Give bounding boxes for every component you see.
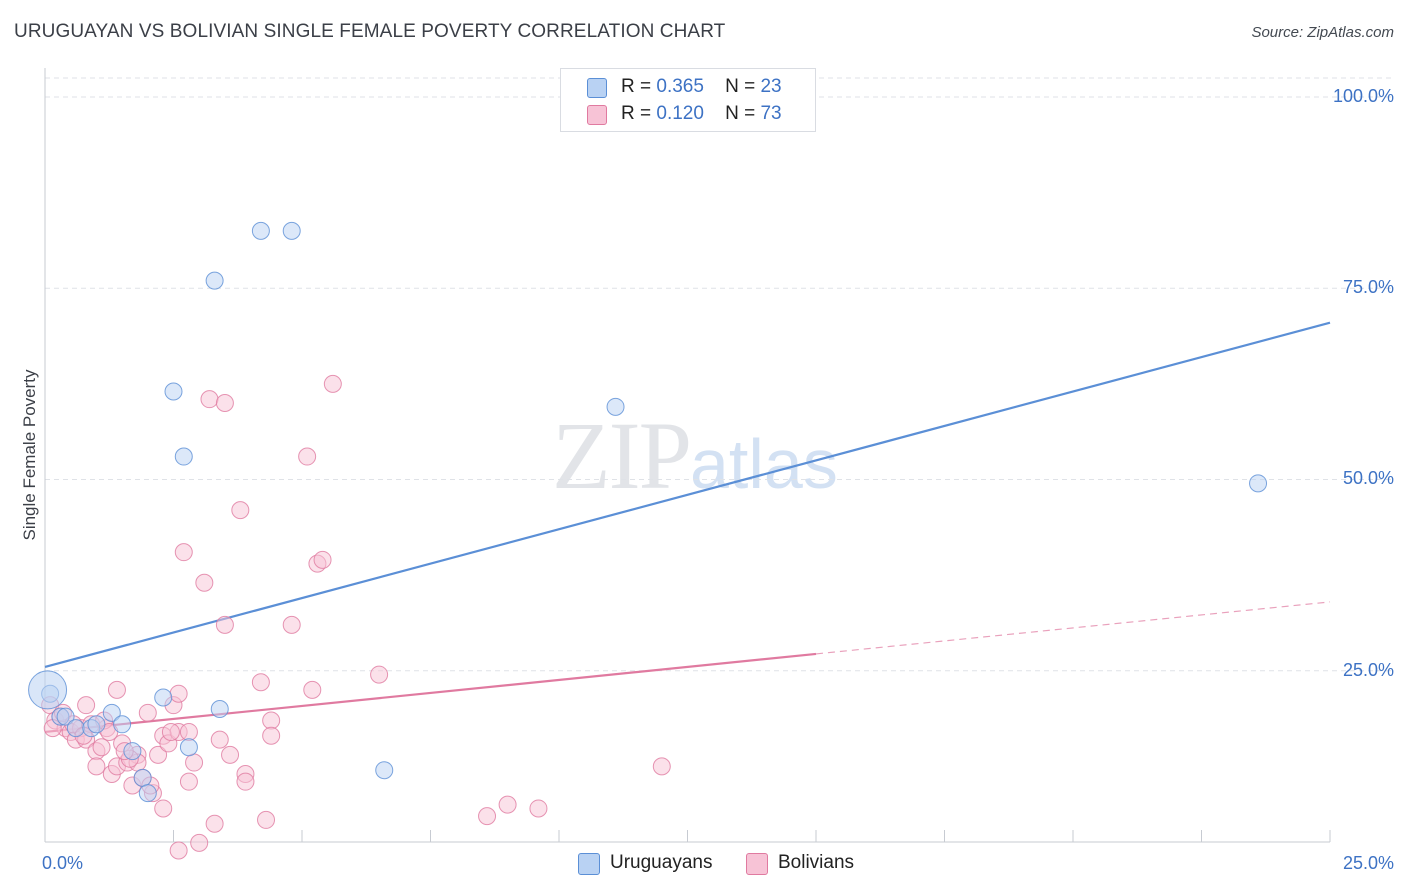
data-point-bolivians	[529, 799, 548, 818]
legend-n-label: N =	[725, 103, 756, 124]
legend-label-uruguayans: Uruguayans	[610, 852, 713, 873]
data-point-bolivians	[282, 615, 301, 634]
axes	[44, 68, 1331, 843]
x-tick-label-min: 0.0%	[42, 853, 84, 873]
data-point-bolivians	[138, 703, 157, 722]
data-point-bolivians	[161, 722, 180, 741]
data-point-bolivians	[92, 738, 111, 757]
data-point-uruguayans	[1249, 474, 1268, 493]
data-point-uruguayans	[251, 221, 270, 240]
legend-label-bolivians: Bolivians	[778, 852, 855, 873]
data-point-uruguayans	[123, 742, 142, 761]
data-point-bolivians	[251, 673, 270, 692]
data-point-bolivians	[154, 799, 173, 818]
correlation-legend: R = 0.365 N = 23 R = 0.120 N = 73	[560, 68, 816, 132]
legend-r-value: 0.365	[656, 76, 704, 97]
data-point-bolivians	[215, 394, 234, 412]
data-point-uruguayans	[102, 703, 121, 722]
data-point-bolivians	[313, 550, 332, 569]
data-point-uruguayans	[179, 738, 198, 757]
data-point-uruguayans	[66, 719, 85, 738]
data-point-bolivians	[205, 814, 224, 833]
data-point-uruguayans	[154, 688, 173, 707]
legend-swatch-uruguayans	[578, 853, 600, 875]
data-point-uruguayans	[174, 447, 193, 466]
legend-r-label: R =	[621, 103, 652, 124]
y-axis-label: Single Female Poverty	[20, 369, 39, 541]
legend-n-label: N =	[725, 76, 756, 97]
legend-swatch-bolivians	[746, 853, 768, 875]
trend-line-uruguayans	[44, 321, 1331, 668]
data-point-bolivians	[231, 501, 250, 520]
data-point-bolivians	[215, 615, 234, 634]
legend-r-value: 0.120	[656, 103, 704, 124]
data-point-bolivians	[195, 573, 214, 592]
legend-stats-uruguayans: R = 0.365 N = 23	[621, 76, 782, 98]
watermark-zip: ZIP	[552, 402, 692, 509]
trend-lines	[44, 321, 1331, 734]
data-point-bolivians	[652, 757, 671, 776]
data-point-bolivians	[174, 543, 193, 562]
data-point-bolivians	[179, 772, 198, 791]
legend-stats-bolivians: R = 0.120 N = 73	[621, 103, 782, 125]
y-tick-label-25: 25.0%	[1342, 660, 1394, 680]
legend-n-value: 73	[760, 103, 782, 124]
data-point-uruguayans	[56, 707, 75, 726]
data-point-bolivians	[200, 390, 219, 409]
data-point-bolivians	[149, 745, 168, 764]
trend-line-bolivians	[44, 652, 817, 734]
data-point-uruguayans	[205, 271, 224, 290]
data-point-bolivians	[498, 795, 517, 814]
data-point-uruguayans	[133, 768, 152, 787]
data-point-bolivians	[185, 753, 204, 772]
gridlines	[45, 77, 1395, 672]
legend-swatch-bolivians	[587, 105, 607, 125]
y-tick-label-50: 50.0%	[1342, 468, 1394, 488]
data-point-uruguayans	[113, 715, 132, 734]
data-point-uruguayans	[164, 382, 183, 401]
data-point-bolivians	[87, 757, 106, 776]
data-point-bolivians	[262, 726, 281, 745]
data-points	[28, 221, 1268, 860]
legend-swatch-uruguayans	[587, 78, 607, 98]
y-tick-label-75: 75.0%	[1342, 277, 1394, 297]
data-point-uruguayans	[138, 784, 157, 803]
data-point-bolivians	[236, 772, 255, 791]
data-point-uruguayans	[375, 761, 394, 780]
data-point-bolivians	[298, 447, 317, 466]
watermark-atlas: atlas	[690, 425, 838, 503]
data-point-bolivians	[169, 841, 188, 860]
data-point-bolivians	[323, 374, 342, 393]
data-point-bolivians	[210, 730, 229, 749]
data-point-bolivians	[478, 807, 497, 826]
data-point-uruguayans	[606, 397, 625, 416]
y-tick-label-100: 100.0%	[1332, 86, 1394, 106]
data-point-uruguayans	[282, 221, 301, 240]
data-point-bolivians	[370, 665, 389, 684]
data-point-uruguayans	[87, 715, 106, 734]
data-point-bolivians	[262, 711, 281, 730]
x-tick-label-max: 25.0%	[1342, 853, 1394, 873]
data-point-uruguayans	[210, 700, 229, 718]
data-point-bolivians	[221, 745, 240, 764]
data-point-bolivians	[107, 680, 126, 699]
data-point-bolivians	[190, 833, 209, 852]
chart-source: Source: ZipAtlas.com	[1251, 24, 1394, 41]
data-point-uruguayans	[28, 670, 68, 710]
data-point-bolivians	[257, 810, 276, 829]
watermark: ZIPatlas	[552, 400, 838, 511]
trend-line-extension-bolivians	[815, 601, 1331, 655]
data-point-bolivians	[179, 722, 198, 741]
data-point-bolivians	[303, 680, 322, 699]
data-point-bolivians	[77, 696, 96, 715]
data-point-bolivians	[169, 684, 188, 703]
legend-n-value: 23	[760, 76, 782, 97]
legend-r-label: R =	[621, 76, 652, 97]
chart-title: URUGUAYAN VS BOLIVIAN SINGLE FEMALE POVE…	[14, 21, 726, 42]
